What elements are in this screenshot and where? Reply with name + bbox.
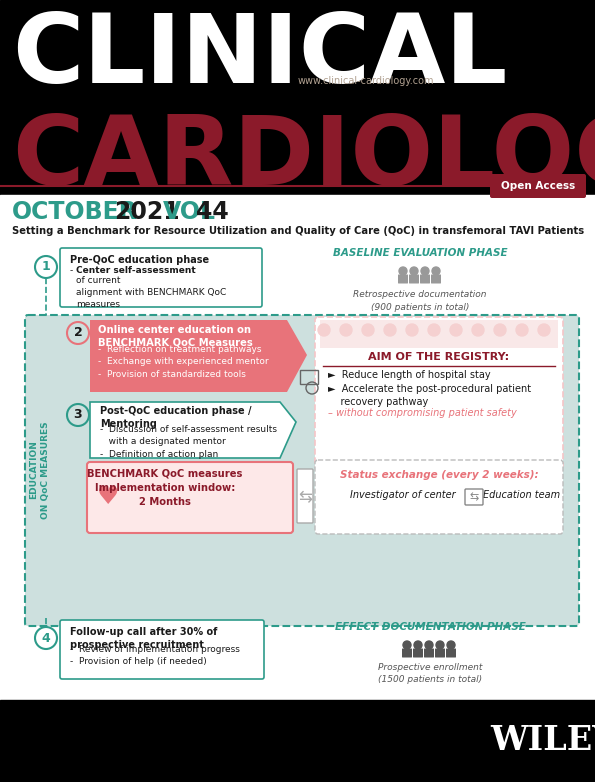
Circle shape	[421, 267, 429, 275]
Bar	[0, 700, 595, 782]
Text: BENCHMARK QoC measures
Implementation window:
2 Months: BENCHMARK QoC measures Implementation wi…	[87, 469, 243, 507]
FancyBboxPatch shape	[315, 317, 563, 468]
Circle shape	[362, 324, 374, 336]
Circle shape	[403, 641, 411, 649]
Circle shape	[447, 641, 455, 649]
Circle shape	[35, 256, 57, 278]
Text: Setting a Benchmark for Resource Utilization and Quality of Care (QoC) in transf: Setting a Benchmark for Resource Utiliza…	[12, 226, 584, 236]
Bar	[0, 195, 595, 685]
Text: ⇆: ⇆	[469, 492, 479, 502]
Circle shape	[399, 267, 407, 275]
Polygon shape	[90, 402, 296, 458]
Text: OCTOBER: OCTOBER	[12, 200, 138, 224]
Circle shape	[428, 324, 440, 336]
Text: 3: 3	[74, 408, 82, 421]
Circle shape	[450, 324, 462, 336]
Bar	[0, 0, 595, 195]
Circle shape	[538, 324, 550, 336]
FancyBboxPatch shape	[398, 274, 408, 284]
FancyBboxPatch shape	[490, 174, 586, 198]
Text: ⇆: ⇆	[298, 488, 312, 506]
Text: Post-QoC education phase /
Mentoring: Post-QoC education phase / Mentoring	[100, 406, 252, 429]
Text: Center self-assessment: Center self-assessment	[76, 266, 196, 275]
Bar	[300, 370, 318, 384]
Text: EDUCATION
ON QoC MEASURES: EDUCATION ON QoC MEASURES	[30, 421, 51, 518]
Circle shape	[432, 267, 440, 275]
FancyBboxPatch shape	[465, 489, 483, 505]
FancyBboxPatch shape	[60, 620, 264, 679]
Text: ►  Accelerate the post-procedural patient
    recovery pathway: ► Accelerate the post-procedural patient…	[328, 384, 531, 407]
Text: BASELINE EVALUATION PHASE: BASELINE EVALUATION PHASE	[333, 248, 508, 258]
FancyBboxPatch shape	[25, 315, 579, 626]
FancyBboxPatch shape	[60, 248, 262, 307]
FancyBboxPatch shape	[87, 462, 293, 533]
Text: Prospective enrollment
(1500 patients in total): Prospective enrollment (1500 patients in…	[378, 663, 482, 684]
Text: Follow-up call after 30% of
prospective recruitment: Follow-up call after 30% of prospective …	[70, 627, 217, 650]
Circle shape	[425, 641, 433, 649]
FancyBboxPatch shape	[424, 648, 434, 658]
Circle shape	[35, 627, 57, 649]
Text: of current
alignment with BENCHMARK QoC
measures: of current alignment with BENCHMARK QoC …	[76, 276, 226, 309]
FancyBboxPatch shape	[315, 460, 563, 534]
Text: -  Review of implementation progress
-  Provision of help (if needed): - Review of implementation progress - Pr…	[70, 645, 240, 666]
Text: -  Discussion of self-assessment results
   with a designated mentor
-  Definiti: - Discussion of self-assessment results …	[100, 425, 277, 459]
Text: 2: 2	[74, 327, 82, 339]
Text: – without compromising patient safety: – without compromising patient safety	[328, 408, 516, 418]
Circle shape	[516, 324, 528, 336]
Text: www.clinical-cardiology.com: www.clinical-cardiology.com	[298, 76, 434, 86]
Text: Investigator of center: Investigator of center	[350, 490, 456, 500]
FancyBboxPatch shape	[446, 648, 456, 658]
Circle shape	[410, 267, 418, 275]
Text: EFFECT DOCUMENTATION PHASE: EFFECT DOCUMENTATION PHASE	[334, 622, 525, 632]
Circle shape	[414, 641, 422, 649]
Text: WILEY: WILEY	[490, 724, 595, 758]
Circle shape	[494, 324, 506, 336]
Circle shape	[340, 324, 352, 336]
Circle shape	[384, 324, 396, 336]
Text: 44: 44	[196, 200, 228, 224]
FancyBboxPatch shape	[413, 648, 423, 658]
Text: ►  Reduce length of hospital stay: ► Reduce length of hospital stay	[328, 370, 491, 380]
Text: Online center education on
BENCHMARK QoC Measures: Online center education on BENCHMARK QoC…	[98, 325, 253, 348]
Text: Status exchange (every 2 weeks):: Status exchange (every 2 weeks):	[340, 470, 538, 480]
Text: CLINICAL: CLINICAL	[12, 10, 508, 103]
Text: -  Reflection on treatment pathways
-  Exchange with experienced mentor
-  Provi: - Reflection on treatment pathways - Exc…	[98, 345, 268, 379]
Bar	[320, 320, 558, 348]
FancyBboxPatch shape	[431, 274, 441, 284]
Circle shape	[436, 641, 444, 649]
Text: 2021: 2021	[114, 200, 180, 224]
Text: VOL: VOL	[163, 200, 216, 224]
Text: Open Access: Open Access	[501, 181, 575, 191]
FancyBboxPatch shape	[402, 648, 412, 658]
Text: 1: 1	[42, 260, 51, 274]
Text: Education team: Education team	[483, 490, 560, 500]
Text: Retrospective documentation
(900 patients in total): Retrospective documentation (900 patient…	[353, 290, 487, 311]
FancyBboxPatch shape	[420, 274, 430, 284]
Text: Pre-QoC education phase: Pre-QoC education phase	[70, 255, 209, 265]
Circle shape	[67, 404, 89, 426]
Text: 4: 4	[42, 632, 51, 644]
FancyBboxPatch shape	[297, 469, 313, 523]
Text: ♥: ♥	[97, 485, 119, 509]
FancyBboxPatch shape	[435, 648, 445, 658]
Circle shape	[67, 322, 89, 344]
Text: AIM OF THE REGISTRY:: AIM OF THE REGISTRY:	[368, 352, 509, 362]
Polygon shape	[90, 320, 307, 392]
Text: -: -	[70, 266, 79, 275]
Circle shape	[472, 324, 484, 336]
Circle shape	[318, 324, 330, 336]
Circle shape	[406, 324, 418, 336]
Text: CARDIOLOGY: CARDIOLOGY	[12, 112, 595, 205]
FancyBboxPatch shape	[409, 274, 419, 284]
